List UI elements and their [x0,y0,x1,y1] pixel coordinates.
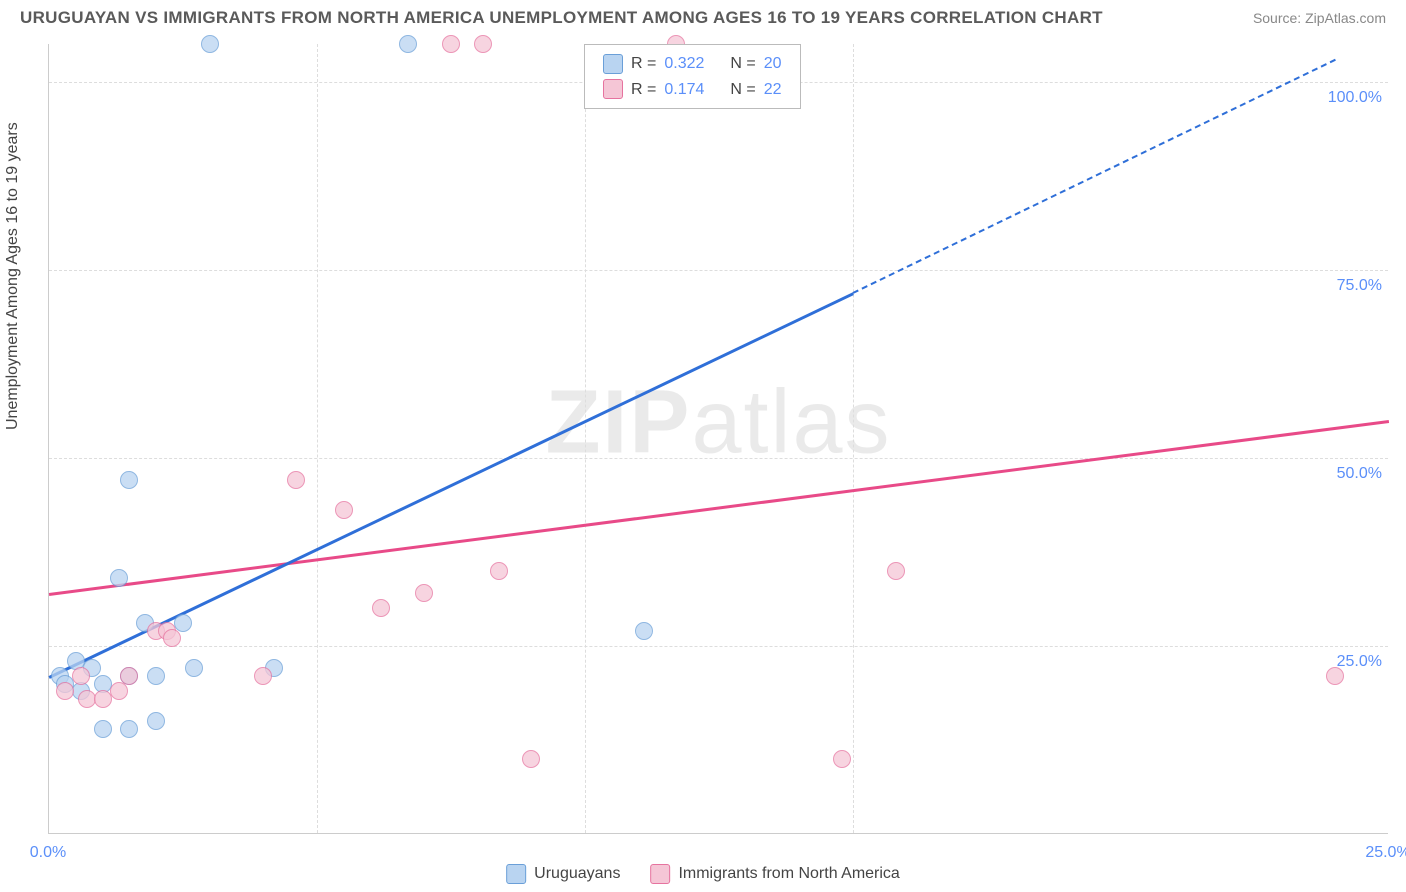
data-point [372,599,390,617]
legend-row: R = 0.174 N = 22 [603,77,782,103]
legend-swatch [603,54,623,74]
data-point [442,35,460,53]
data-point [833,750,851,768]
data-point [110,569,128,587]
legend-n-label: N = [730,51,755,77]
data-point [72,667,90,685]
legend-row: R = 0.322 N = 20 [603,51,782,77]
y-tick-label: 75.0% [1337,277,1382,295]
trend-line [48,292,853,678]
legend-n-value: 22 [764,77,782,103]
legend-swatch-uruguayans [506,864,526,884]
data-point [120,667,138,685]
data-point [147,667,165,685]
trend-line [852,59,1335,294]
bottom-legend-item-2: Immigrants from North America [650,864,899,884]
legend-n-label: N = [730,77,755,103]
data-point [887,562,905,580]
data-point [254,667,272,685]
legend-r-label: R = [631,51,656,77]
gridline-horizontal [49,270,1388,271]
data-point [110,682,128,700]
data-point [1326,667,1344,685]
x-tick-label: 25.0% [1365,844,1406,862]
x-tick-label: 0.0% [30,844,66,862]
data-point [163,629,181,647]
bottom-legend: Uruguayans Immigrants from North America [506,864,900,884]
data-point [474,35,492,53]
bottom-legend-item-1: Uruguayans [506,864,620,884]
chart-header: URUGUAYAN VS IMMIGRANTS FROM NORTH AMERI… [0,0,1406,32]
chart-title: URUGUAYAN VS IMMIGRANTS FROM NORTH AMERI… [20,8,1103,28]
chart-source: Source: ZipAtlas.com [1253,10,1386,26]
gridline-vertical [317,44,318,833]
chart-plot-area: ZIPatlas 25.0%50.0%75.0%100.0% [48,44,1388,834]
data-point [415,584,433,602]
legend-swatch [603,79,623,99]
y-axis-title: Unemployment Among Ages 16 to 19 years [4,122,22,430]
data-point [201,35,219,53]
data-point [147,712,165,730]
data-point [56,682,74,700]
legend-r-value: 0.174 [664,77,704,103]
legend-label-immigrants: Immigrants from North America [678,865,899,883]
gridline-vertical [585,44,586,833]
legend-label-uruguayans: Uruguayans [534,865,620,883]
correlation-legend-box: R = 0.322 N = 20 R = 0.174 N = 22 [584,44,801,109]
y-tick-label: 50.0% [1337,465,1382,483]
data-point [120,471,138,489]
data-point [185,659,203,677]
trend-line [49,420,1389,596]
gridline-horizontal [49,646,1388,647]
legend-n-value: 20 [764,51,782,77]
data-point [635,622,653,640]
data-point [490,562,508,580]
legend-r-value: 0.322 [664,51,704,77]
legend-swatch-immigrants [650,864,670,884]
data-point [94,720,112,738]
gridline-horizontal [49,458,1388,459]
data-point [399,35,417,53]
y-tick-label: 25.0% [1337,653,1382,671]
data-point [335,501,353,519]
legend-r-label: R = [631,77,656,103]
y-tick-label: 100.0% [1328,89,1382,107]
data-point [287,471,305,489]
gridline-vertical [853,44,854,833]
data-point [522,750,540,768]
data-point [120,720,138,738]
